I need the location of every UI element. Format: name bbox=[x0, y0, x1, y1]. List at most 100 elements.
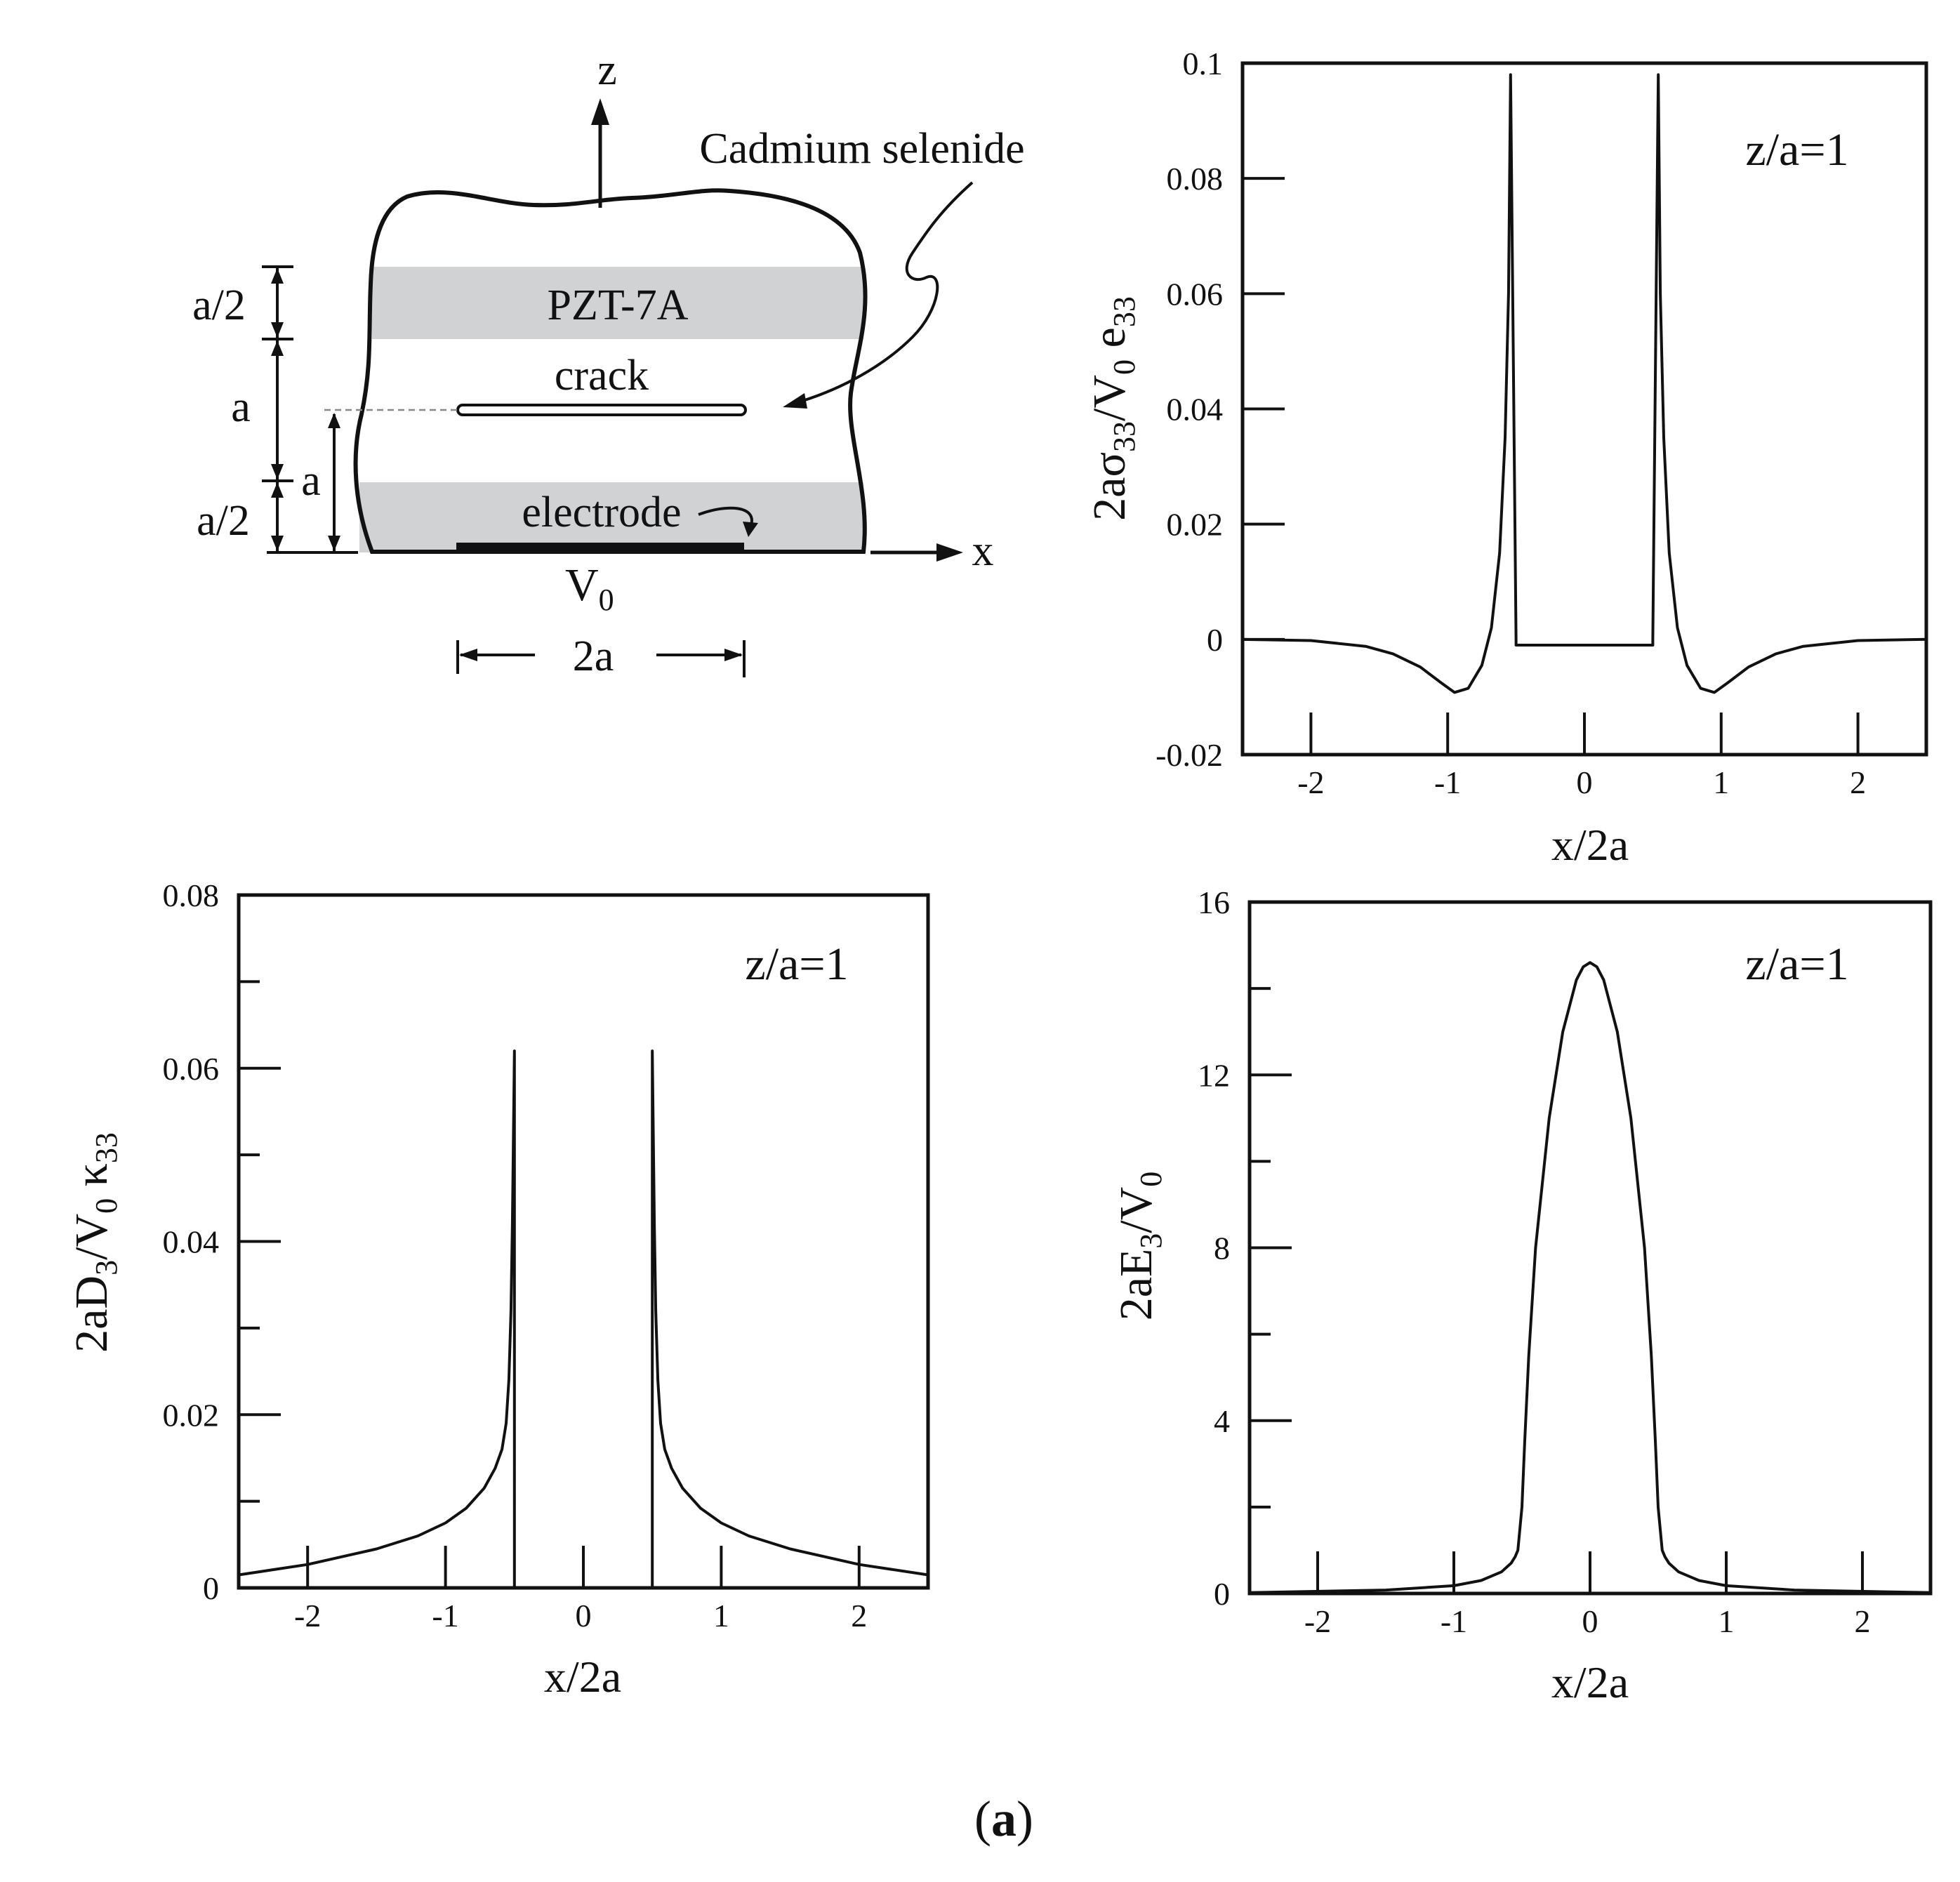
electrode bbox=[456, 543, 744, 552]
D3-ytick-label: 0.06 bbox=[163, 1051, 220, 1087]
D3-xtick-label: 2 bbox=[851, 1598, 867, 1634]
dim-arrow-3 bbox=[271, 340, 284, 356]
E3-ticks bbox=[1250, 901, 1864, 1595]
E3-ytick-label: 0 bbox=[1214, 1576, 1230, 1612]
material-leader-arrowhead bbox=[783, 393, 807, 409]
dim-a-inner-label: a bbox=[301, 457, 321, 505]
sigma33-plot-frame bbox=[1240, 61, 1928, 757]
sigma33-xtick-label: 0 bbox=[1577, 764, 1593, 800]
x-axis-arrowhead bbox=[936, 543, 963, 562]
D3-ylabel: 2aD3/V0 κ33 bbox=[66, 1132, 124, 1353]
electrode-label: electrode bbox=[522, 489, 681, 536]
dim-inner-arrow-bottom bbox=[328, 536, 340, 551]
D3-ytick-label: 0.04 bbox=[163, 1224, 220, 1260]
D3-ylabel-mid: /V bbox=[66, 1214, 117, 1260]
sigma33-ytick-label: -0.02 bbox=[1156, 737, 1223, 773]
E3-xtick-label: 2 bbox=[1855, 1603, 1871, 1639]
D3-xlabel: x/2a bbox=[544, 1652, 621, 1702]
D3-ticks bbox=[239, 894, 861, 1589]
sigma33-ytick-label: 0.08 bbox=[1167, 161, 1224, 197]
D3-ytick-label: 0 bbox=[203, 1570, 219, 1606]
dim-inner-arrow-top bbox=[328, 413, 340, 428]
dim-arrow-4 bbox=[271, 464, 284, 479]
D3-ylabel-tail: κ bbox=[66, 1163, 117, 1198]
D3-plot-frame bbox=[237, 893, 930, 1590]
E3-curve bbox=[1249, 961, 1931, 1594]
dim-half-top-label: a/2 bbox=[192, 281, 246, 329]
sigma33-ylabel-tail: e bbox=[1084, 327, 1135, 359]
voltage-subscript: 0 bbox=[599, 583, 614, 617]
E3-ytick-label: 8 bbox=[1214, 1231, 1230, 1266]
E3-xlabel: x/2a bbox=[1551, 1657, 1629, 1707]
D3-tick-labels: -2 -1 0 1 2 0 0.02 0.04 0.06 0.08 bbox=[163, 877, 868, 1634]
z-axis-label: z bbox=[597, 46, 617, 94]
figure-caption: (a) bbox=[974, 1791, 1033, 1847]
sigma33-ylabel-main: 2aσ bbox=[1084, 452, 1135, 521]
electrode-leader-arrowhead bbox=[743, 522, 758, 537]
sigma33-ytick-label: 0 bbox=[1207, 622, 1223, 658]
dim-a-left-label: a bbox=[231, 383, 251, 431]
sigma33-ytick-label: 0.1 bbox=[1183, 46, 1224, 81]
dim-arrow-1 bbox=[271, 268, 284, 284]
voltage-label: V0 bbox=[565, 559, 614, 617]
sigma33-ylabel-sub3: 33 bbox=[1107, 296, 1141, 327]
sigma33-ytick-label: 0.02 bbox=[1167, 507, 1224, 543]
crack-label: crack bbox=[555, 352, 649, 399]
sigma33-xtick-label: -1 bbox=[1434, 764, 1461, 800]
D3-ylabel-sub1: 3 bbox=[89, 1260, 124, 1275]
dim-arrow-6 bbox=[271, 536, 284, 551]
electrode-layer bbox=[359, 482, 863, 552]
electrode-leader bbox=[698, 506, 753, 526]
E3-xtick-label: -1 bbox=[1441, 1603, 1467, 1639]
E3-xtick-label: 0 bbox=[1582, 1603, 1598, 1639]
material-label: Cadmium selenide bbox=[699, 125, 1024, 173]
sigma33-xtick-label: 2 bbox=[1850, 764, 1866, 800]
material-leader bbox=[793, 181, 974, 405]
dim-half-bottom-label: a/2 bbox=[197, 497, 250, 545]
sigma33-tick-labels: -2 -1 0 1 2 -0.02 0 0.02 0.04 0.06 0.08 0.1 bbox=[1156, 46, 1866, 800]
D3-xtick-label: -1 bbox=[432, 1598, 458, 1634]
sigma33-ytick-label: 0.04 bbox=[1167, 392, 1224, 428]
E3-ylabel-mid: /V bbox=[1111, 1187, 1162, 1233]
pzt-layer bbox=[372, 267, 863, 339]
sigma33-curve bbox=[1242, 73, 1927, 694]
E3-xtick-label: 1 bbox=[1719, 1603, 1735, 1639]
D3-curve bbox=[238, 1049, 929, 1589]
D3-ylabel-main: 2aD bbox=[66, 1275, 117, 1353]
E3-ylabel: 2aE3/V0 bbox=[1111, 1172, 1168, 1321]
voltage-main: V bbox=[565, 559, 599, 611]
E3-ylabel-sub1: 3 bbox=[1134, 1233, 1168, 1249]
sigma33-ytick-label: 0.06 bbox=[1167, 276, 1224, 312]
caption-letter: a bbox=[991, 1791, 1017, 1847]
E3-ylabel-main: 2aE bbox=[1111, 1249, 1162, 1321]
sigma33-ylabel-sub2: 0 bbox=[1107, 359, 1141, 375]
E3-plot-frame bbox=[1247, 900, 1933, 1596]
z-axis-arrowhead bbox=[591, 98, 609, 125]
E3-annotation: z/a=1 bbox=[1745, 939, 1848, 990]
D3-ylabel-sub2: 0 bbox=[89, 1198, 124, 1214]
sigma33-xtick-label: 1 bbox=[1713, 764, 1729, 800]
x-axis-label: x bbox=[972, 527, 994, 575]
caption-close-paren: ) bbox=[1017, 1791, 1033, 1847]
dim-2a-arrow-right bbox=[724, 649, 743, 661]
E3-ytick-label: 12 bbox=[1198, 1057, 1230, 1093]
dim-arrow-2 bbox=[271, 322, 284, 338]
sigma33-xtick-label: -2 bbox=[1297, 764, 1324, 800]
D3-annotation: z/a=1 bbox=[745, 939, 848, 990]
D3-xtick-label: -2 bbox=[294, 1598, 321, 1634]
schematic-diagram: z x Cadmium selenide PZT-7A crack electr… bbox=[192, 46, 1024, 680]
D3-xtick-label: 0 bbox=[576, 1598, 592, 1634]
sigma33-ylabel: 2aσ33/V0 e33 bbox=[1084, 296, 1141, 521]
dim-2a-arrow-left bbox=[459, 649, 477, 661]
E3-ytick-label: 4 bbox=[1214, 1403, 1230, 1439]
E3-ylabel-sub2: 0 bbox=[1134, 1172, 1168, 1187]
sigma33-ylabel-mid: /V bbox=[1084, 375, 1135, 421]
sigma33-ylabel-sub1: 33 bbox=[1107, 421, 1141, 452]
chart-sigma33: -2 -1 0 1 2 -0.02 0 0.02 0.04 0.06 0.08 0.1 z/a=1 x… bbox=[1084, 46, 1928, 870]
E3-xtick-label: -2 bbox=[1304, 1603, 1331, 1639]
pzt-label: PZT-7A bbox=[548, 281, 689, 329]
dim-arrow-5 bbox=[271, 482, 284, 498]
